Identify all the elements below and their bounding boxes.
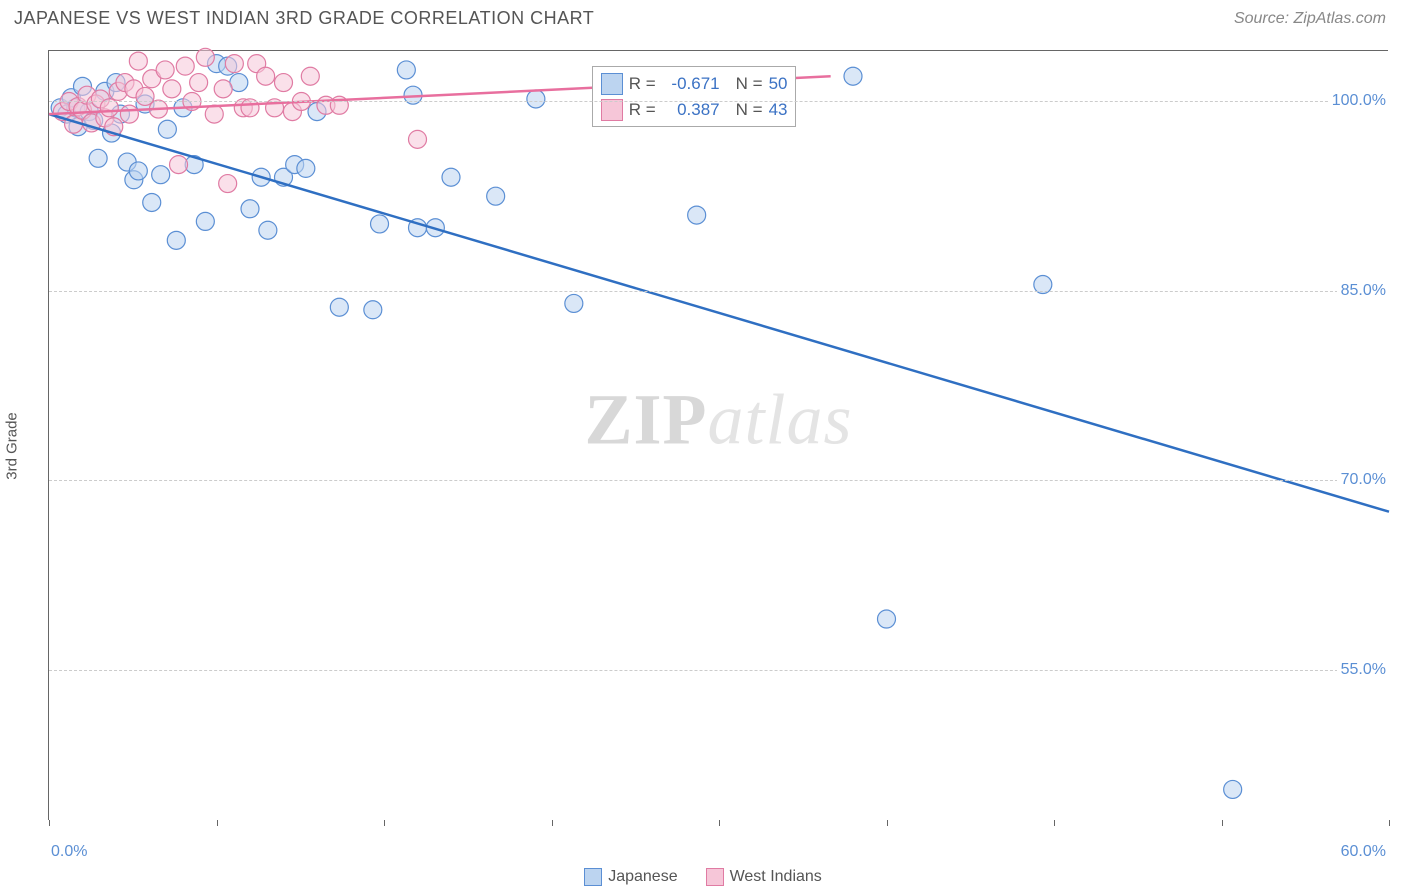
- stats-box: R =-0.671N =50R =0.387N =43: [592, 66, 797, 127]
- japanese-point: [565, 294, 583, 312]
- ytick-label: 100.0%: [1328, 92, 1390, 110]
- legend: Japanese West Indians: [0, 868, 1406, 886]
- westindian-point: [156, 61, 174, 79]
- westindian-point: [120, 105, 138, 123]
- westindian-point: [275, 74, 293, 92]
- legend-item: West Indians: [706, 868, 822, 886]
- japanese-point: [330, 298, 348, 316]
- plot-svg: [49, 51, 1388, 820]
- xtick: [384, 820, 385, 826]
- gridline: [49, 291, 1388, 292]
- japanese-point: [371, 215, 389, 233]
- japanese-point: [158, 120, 176, 138]
- japanese-point: [143, 193, 161, 211]
- stat-r-value: -0.671: [662, 71, 720, 97]
- xtick: [552, 820, 553, 826]
- stat-r-label: R =: [629, 71, 656, 97]
- japanese-point: [259, 221, 277, 239]
- ytick-label: 85.0%: [1337, 282, 1390, 300]
- westindian-point: [205, 105, 223, 123]
- japanese-point: [89, 149, 107, 167]
- japanese-point: [688, 206, 706, 224]
- westindian-point: [196, 48, 214, 66]
- xtick: [49, 820, 50, 826]
- gridline: [49, 480, 1388, 481]
- westindian-point: [190, 74, 208, 92]
- legend-item: Japanese: [584, 868, 677, 886]
- westindian-point: [257, 67, 275, 85]
- xtick-label: 60.0%: [1341, 843, 1386, 861]
- stat-row: R =-0.671 N =50: [601, 71, 788, 97]
- xtick: [1389, 820, 1390, 826]
- ytick-label: 70.0%: [1337, 471, 1390, 489]
- japanese-point: [1224, 780, 1242, 798]
- ytick-label: 55.0%: [1337, 661, 1390, 679]
- japanese-trendline: [49, 114, 1389, 512]
- japanese-point: [241, 200, 259, 218]
- gridline: [49, 670, 1388, 671]
- westindian-point: [170, 156, 188, 174]
- japanese-point: [364, 301, 382, 319]
- xtick: [1222, 820, 1223, 826]
- japanese-point: [152, 166, 170, 184]
- westindian-point: [219, 175, 237, 193]
- japanese-point: [196, 212, 214, 230]
- japanese-point: [527, 90, 545, 108]
- japanese-point: [297, 159, 315, 177]
- westindian-point: [409, 130, 427, 148]
- stat-n-label: N =: [736, 71, 763, 97]
- westindian-point: [214, 80, 232, 98]
- stat-swatch: [601, 73, 623, 95]
- legend-label: West Indians: [730, 868, 822, 886]
- xtick-label: 0.0%: [51, 843, 87, 861]
- xtick: [217, 820, 218, 826]
- source-label: Source: ZipAtlas.com: [1234, 10, 1386, 28]
- japanese-point: [167, 231, 185, 249]
- legend-swatch: [706, 868, 724, 886]
- westindian-point: [129, 52, 147, 70]
- y-axis-label: 3rd Grade: [4, 412, 21, 480]
- legend-label: Japanese: [608, 868, 677, 886]
- westindian-point: [301, 67, 319, 85]
- japanese-point: [844, 67, 862, 85]
- xtick: [719, 820, 720, 826]
- xtick: [887, 820, 888, 826]
- japanese-point: [878, 610, 896, 628]
- chart-plot-area: ZIPatlas R =-0.671N =50R =0.387N =43 55.…: [48, 50, 1388, 820]
- gridline: [49, 101, 1388, 102]
- westindian-point: [225, 55, 243, 73]
- xtick: [1054, 820, 1055, 826]
- legend-swatch: [584, 868, 602, 886]
- japanese-point: [129, 162, 147, 180]
- chart-title: JAPANESE VS WEST INDIAN 3RD GRADE CORREL…: [14, 8, 594, 29]
- stat-n-value: 50: [769, 71, 788, 97]
- japanese-point: [442, 168, 460, 186]
- westindian-point: [176, 57, 194, 75]
- japanese-point: [487, 187, 505, 205]
- westindian-point: [163, 80, 181, 98]
- japanese-point: [397, 61, 415, 79]
